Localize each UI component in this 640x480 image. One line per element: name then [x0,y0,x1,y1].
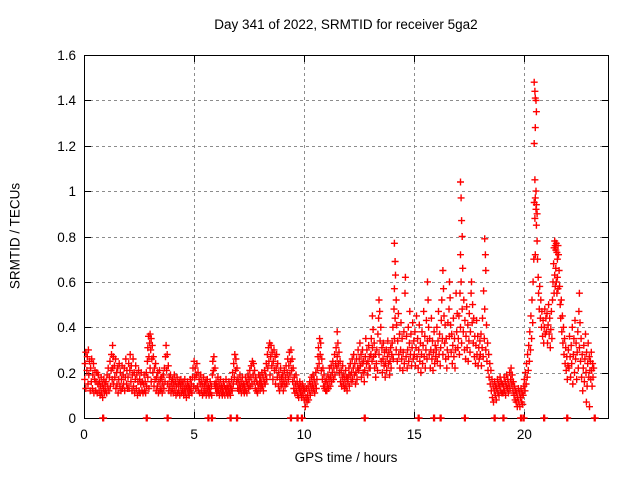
data-points [81,78,599,422]
y-tick-label: 1 [68,184,76,200]
x-tick-label: 5 [190,427,198,442]
tick-marks [84,55,608,419]
y-tick-label: 1.4 [57,93,76,109]
y-tick-label: 0 [68,411,76,426]
x-tick-label: 10 [296,427,312,442]
gridlines [84,55,608,418]
y-tick-label: 0.2 [57,365,76,381]
plot-border [84,55,609,419]
chart-title: Day 341 of 2022, SRMTID for receiver 5ga… [214,17,478,32]
y-tick-label: 1.2 [57,138,76,154]
x-tick-label: 0 [80,427,88,442]
x-tick-label: 20 [516,427,532,442]
x-axis-label: GPS time / hours [294,450,398,465]
y-tick-label: 1.6 [57,48,76,63]
y-tick-label: 0.4 [57,320,76,336]
x-tick-label: 15 [406,427,422,442]
y-tick-label: 0.8 [57,229,76,245]
y-tick-label: 0.6 [57,274,76,290]
